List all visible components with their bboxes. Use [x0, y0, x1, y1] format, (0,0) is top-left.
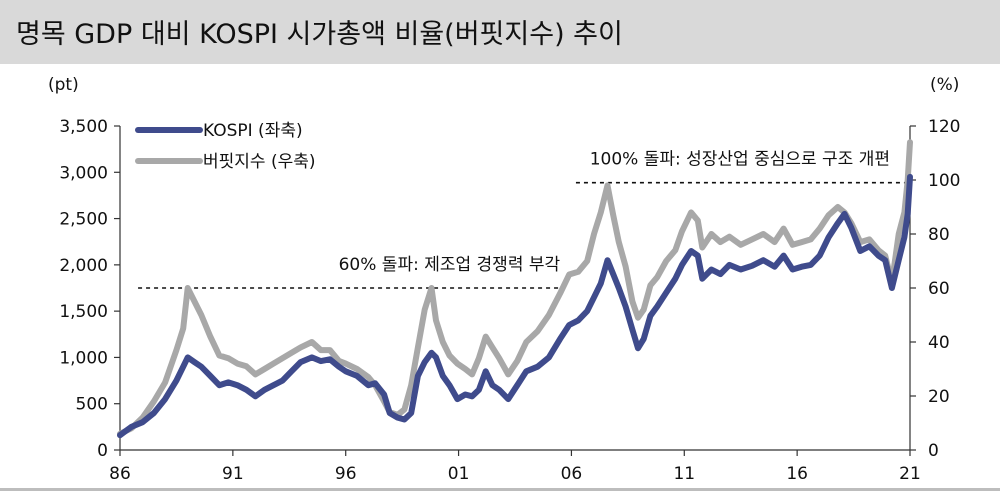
left-tick-label: 0 [97, 441, 108, 461]
left-axis-unit: (pt) [48, 75, 79, 95]
x-tick-label: 21 [899, 464, 921, 484]
x-tick-label: 16 [786, 464, 808, 484]
legend-label-1: KOSPI (좌축) [203, 121, 303, 141]
line-chart: (pt) (%) 0 500 1,000 1,500 2,000 2,500 3,000 3,50… [48, 75, 960, 484]
legend-label-2: 버핏지수 (우축) [203, 152, 316, 172]
left-tick-label: 3,000 [59, 163, 108, 183]
left-tick-label: 500 [76, 395, 108, 415]
bottom-divider [0, 488, 1000, 491]
x-tick-label: 91 [222, 464, 244, 484]
kospi-series-line [117, 173, 913, 439]
x-tick-label: 01 [448, 464, 470, 484]
right-tick-label: 0 [928, 441, 939, 461]
right-tick-label: 40 [928, 333, 950, 353]
right-tick-label: 80 [928, 225, 950, 245]
left-tick-label: 3,500 [59, 117, 108, 137]
annotation-text-1: 60% 돌파: 제조업 경쟁력 부각 [339, 255, 561, 275]
x-tick-label: 96 [335, 464, 357, 484]
x-tick-label: 11 [673, 464, 695, 484]
left-tick-label: 2,500 [59, 210, 108, 230]
page-title: 명목 GDP 대비 KOSPI 시가총액 비율(버핏지수) 추이 [16, 19, 623, 50]
x-tick-label: 86 [109, 464, 131, 484]
right-tick-label: 100 [928, 171, 960, 191]
annotation-text-2: 100% 돌파: 성장산업 중심으로 구조 개편 [590, 150, 890, 170]
x-tick-label: 06 [561, 464, 583, 484]
left-tick-label: 2,000 [59, 256, 108, 276]
title-bar: 명목 GDP 대비 KOSPI 시가총액 비율(버핏지수) 추이 [0, 0, 1000, 64]
buffett-series-line [117, 139, 913, 437]
right-tick-label: 60 [928, 279, 950, 299]
right-tick-label: 120 [928, 117, 960, 137]
left-tick-label: 1,500 [59, 302, 108, 322]
right-tick-label: 20 [928, 387, 950, 407]
left-tick-label: 1,000 [59, 348, 108, 368]
right-axis-unit: (%) [930, 75, 959, 95]
